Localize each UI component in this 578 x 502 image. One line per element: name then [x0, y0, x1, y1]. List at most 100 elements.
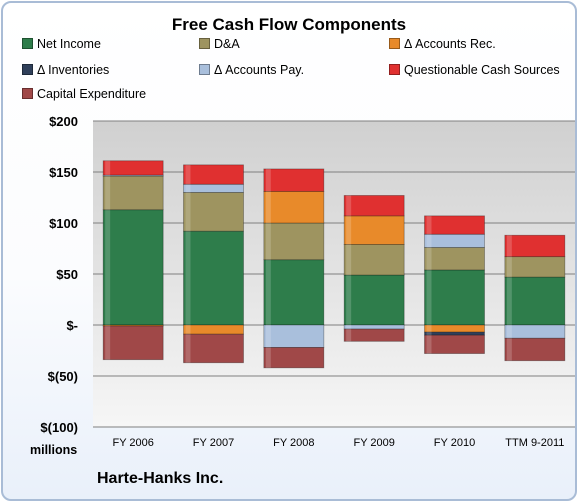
y-tick-label: $(100): [40, 420, 78, 435]
bar-segment: [263, 190, 325, 224]
x-tick-label: FY 2007: [193, 437, 234, 449]
bar-highlight: [506, 256, 512, 278]
bar-highlight: [346, 325, 352, 330]
bar-highlight: [185, 231, 191, 325]
legend-item-0: Net Income: [22, 37, 101, 51]
legend-item-2: Δ Accounts Rec.: [389, 37, 496, 51]
bar-segment: [504, 256, 566, 278]
bar-segment: [183, 191, 244, 232]
legend-swatch: [199, 64, 210, 75]
bar-highlight: [506, 277, 512, 325]
bar-segment: [424, 215, 485, 235]
x-tick-label: FY 2006: [112, 437, 153, 449]
bar-highlight: [506, 235, 512, 257]
bar-segment: [504, 324, 566, 339]
bar-segment: [183, 333, 244, 364]
bar-highlight: [346, 215, 352, 245]
x-tick-label: FY 2008: [273, 437, 314, 449]
bar-segment: [424, 247, 485, 271]
bar-segment: [102, 209, 164, 326]
legend-item-6: Capital Expenditure: [22, 87, 146, 101]
legend-item-1: D&A: [199, 37, 240, 51]
bar-highlight: [265, 168, 271, 192]
bar-highlight: [105, 160, 111, 176]
y-tick-label: $(50): [48, 369, 78, 384]
bar-highlight: [105, 175, 111, 177]
bar-highlight: [346, 329, 352, 342]
bar-segment: [424, 334, 485, 354]
legend-swatch: [22, 64, 33, 75]
x-tick-label: TTM 9-2011: [505, 437, 564, 449]
bar-segment: [424, 269, 485, 326]
y-tick-label: $150: [49, 165, 78, 180]
legend-swatch: [389, 64, 400, 75]
y-tick-label: $100: [49, 216, 78, 231]
y-tick-label: $-: [66, 318, 78, 333]
bar-highlight: [426, 325, 432, 333]
bar-highlight: [185, 164, 191, 185]
bar-highlight: [265, 347, 271, 368]
bar-segment: [343, 195, 405, 217]
bar-highlight: [265, 325, 271, 348]
bar-highlight: [105, 209, 111, 325]
bar-segment: [102, 175, 164, 211]
x-tick-label: FY 2010: [434, 437, 475, 449]
bar-segment: [263, 347, 325, 369]
bar-segment: [424, 324, 485, 333]
bar-highlight: [346, 244, 352, 276]
bar-segment: [183, 183, 244, 193]
bar-highlight: [105, 176, 111, 210]
y-tick-label: $200: [49, 114, 78, 129]
bar-highlight: [185, 192, 191, 232]
bar-highlight: [185, 334, 191, 363]
bar-segment: [183, 164, 244, 185]
bar-highlight: [506, 338, 512, 361]
legend-swatch: [22, 88, 33, 99]
bar-highlight: [105, 326, 111, 360]
bar-segment: [343, 328, 405, 342]
bar-highlight: [265, 259, 271, 325]
bar-segment: [343, 215, 405, 245]
bar-highlight: [185, 184, 191, 193]
chart-title: Free Cash Flow Components: [171, 15, 407, 34]
bar-segment: [183, 230, 244, 326]
bar-highlight: [265, 223, 271, 260]
company-label: Harte-Hanks Inc.: [97, 470, 224, 487]
bar-highlight: [105, 325, 111, 327]
legend-label: Capital Expenditure: [37, 87, 147, 101]
bar-segment: [504, 234, 566, 258]
bar-segment: [343, 244, 405, 276]
bar-highlight: [265, 191, 271, 223]
bar-segment: [263, 168, 325, 192]
bar-segment: [504, 337, 566, 362]
bar-highlight: [426, 332, 432, 336]
bar-segment: [424, 233, 485, 248]
bar-segment: [263, 324, 325, 348]
bar-highlight: [426, 234, 432, 248]
bar-segment: [263, 259, 325, 326]
bar-highlight: [426, 335, 432, 354]
bar-highlight: [506, 325, 512, 339]
legend-item-3: Δ Inventories: [22, 63, 109, 77]
legend-label: Net Income: [37, 37, 101, 51]
legend-label: Δ Accounts Pay.: [214, 63, 305, 77]
bar-segment: [504, 276, 566, 326]
units-label: millions: [30, 443, 78, 457]
legend-label: D&A: [214, 37, 240, 51]
bar-segment: [424, 331, 485, 336]
legend-swatch: [199, 38, 210, 49]
bar-highlight: [426, 269, 432, 325]
bar-segment: [102, 160, 164, 176]
legend-swatch: [22, 38, 33, 49]
x-tick-label: FY 2009: [353, 437, 394, 449]
legend-item-4: Δ Accounts Pay.: [199, 63, 304, 77]
legend-label: Questionable Cash Sources: [404, 63, 560, 77]
bar-segment: [343, 324, 405, 330]
bar-highlight: [426, 215, 432, 235]
legend-swatch: [389, 38, 400, 49]
legend-label: Δ Accounts Rec.: [404, 37, 496, 51]
y-tick-label: $50: [56, 267, 78, 282]
legend-label: Δ Inventories: [37, 63, 110, 77]
bar-segment: [183, 324, 244, 335]
